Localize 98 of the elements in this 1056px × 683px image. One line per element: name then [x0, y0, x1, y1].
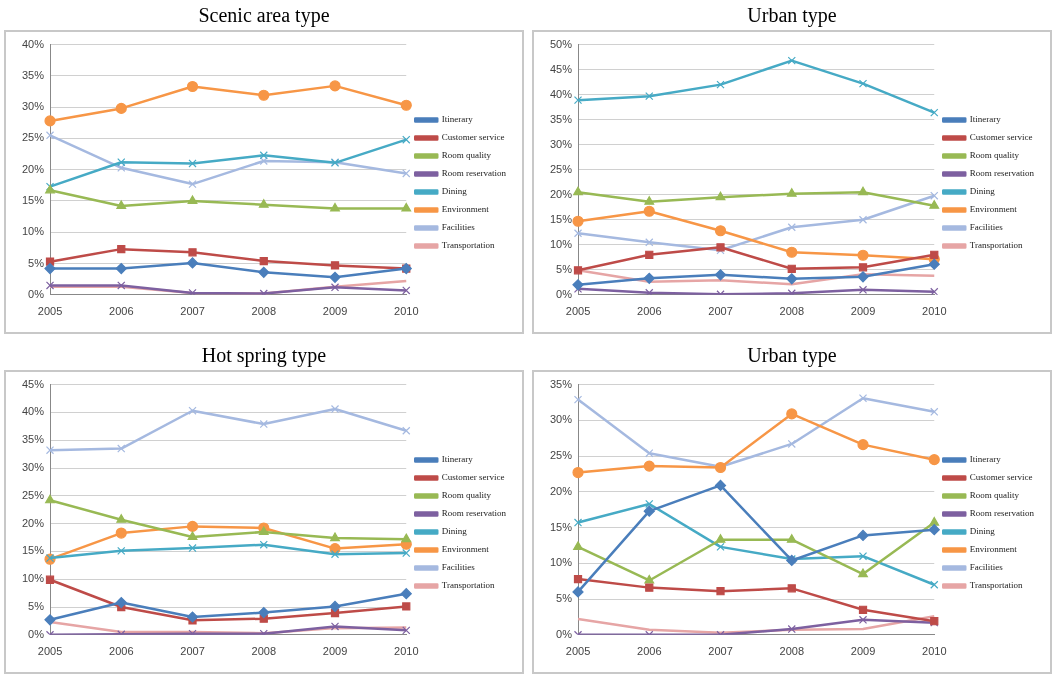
legend-label: Dining — [969, 526, 996, 537]
y-tick-label: 10% — [21, 572, 45, 585]
legend-label: Dining — [441, 186, 468, 197]
x-tick-label: 2008 — [779, 645, 805, 658]
legend-label: Customer service — [969, 132, 1033, 143]
x-tick-label: 2005 — [565, 305, 591, 318]
legend-label: Environment — [441, 204, 490, 215]
legend-label: Room reservation — [969, 168, 1035, 179]
x-tick-label: 2007 — [180, 645, 205, 658]
y-tick-label: 5% — [556, 592, 573, 605]
legend-label: Customer service — [441, 472, 505, 483]
chart-title: Urban type — [746, 343, 838, 369]
legend-label: Environment — [969, 544, 1018, 555]
legend-label: Room quality — [969, 490, 1020, 501]
y-tick-label: 35% — [549, 377, 573, 390]
y-tick-label: 15% — [21, 194, 45, 207]
y-tick-label: 20% — [21, 516, 45, 529]
legend-label: Room quality — [969, 150, 1020, 161]
y-tick-label: 10% — [21, 225, 45, 238]
x-tick-label: 2009 — [850, 305, 876, 318]
y-tick-label: 35% — [549, 112, 573, 125]
x-tick-label: 2009 — [850, 645, 876, 658]
x-tick-label: 2009 — [322, 305, 348, 318]
legend-label: Facilities — [441, 562, 476, 573]
y-tick-label: 5% — [556, 262, 573, 275]
legend-label: Room reservation — [969, 508, 1035, 519]
y-tick-label: 15% — [549, 520, 573, 533]
x-tick-label: 2008 — [779, 305, 805, 318]
y-tick-label: 30% — [21, 461, 45, 474]
legend-label: Dining — [969, 186, 996, 197]
legend-label: Transportation — [969, 580, 1023, 591]
y-tick-label: 5% — [28, 256, 45, 269]
y-tick-label: 45% — [21, 377, 45, 390]
y-tick-label: 15% — [21, 544, 45, 557]
x-tick-label: 2006 — [109, 305, 134, 318]
x-tick-label: 2010 — [394, 305, 419, 318]
y-tick-label: 45% — [549, 62, 573, 75]
x-tick-label: 2007 — [180, 305, 205, 318]
legend-label: Facilities — [969, 222, 1004, 233]
y-tick-label: 30% — [21, 100, 45, 113]
legend-label: Facilities — [441, 222, 476, 233]
legend-label: Dining — [441, 526, 468, 537]
y-tick-label: 25% — [21, 488, 45, 501]
y-tick-label: 50% — [549, 37, 573, 50]
y-tick-label: 25% — [549, 162, 573, 175]
legend-label: Room quality — [441, 150, 492, 161]
y-tick-label: 0% — [556, 627, 573, 640]
x-tick-label: 2005 — [37, 305, 63, 318]
y-tick-label: 35% — [21, 433, 45, 446]
y-tick-label: 40% — [549, 87, 573, 100]
legend-label: Customer service — [441, 132, 505, 143]
x-tick-label: 2009 — [322, 645, 348, 658]
y-tick-label: 0% — [556, 287, 573, 300]
x-tick-label: 2005 — [565, 645, 591, 658]
legend-label: Room quality — [441, 490, 492, 501]
x-tick-label: 2010 — [922, 645, 947, 658]
legend-label: Room reservation — [441, 168, 507, 179]
y-tick-label: 30% — [549, 413, 573, 426]
x-tick-label: 2010 — [394, 645, 419, 658]
y-tick-label: 30% — [549, 137, 573, 150]
legend-label: Customer service — [969, 472, 1033, 483]
y-tick-label: 20% — [549, 187, 573, 200]
legend-label: Environment — [969, 204, 1018, 215]
y-tick-label: 20% — [21, 162, 45, 175]
y-tick-label: 10% — [549, 556, 573, 569]
x-tick-label: 2007 — [708, 645, 733, 658]
legend-label: Transportation — [441, 580, 495, 591]
y-tick-label: 25% — [549, 449, 573, 462]
legend-label: Transportation — [441, 240, 495, 251]
x-tick-label: 2006 — [637, 645, 662, 658]
y-tick-label: 5% — [28, 600, 45, 613]
y-tick-label: 25% — [21, 131, 45, 144]
chart-title: Hot spring type — [200, 343, 328, 369]
x-tick-label: 2008 — [251, 305, 277, 318]
y-tick-label: 15% — [549, 212, 573, 225]
x-tick-label: 2006 — [637, 305, 662, 318]
legend-label: Itinerary — [441, 114, 474, 125]
legend-label: Environment — [441, 544, 490, 555]
legend-label: Itinerary — [441, 454, 474, 465]
x-tick-label: 2008 — [251, 645, 277, 658]
x-tick-label: 2007 — [708, 305, 733, 318]
y-tick-label: 35% — [21, 68, 45, 81]
legend-label: Itinerary — [969, 114, 1002, 125]
chart-title: Urban type — [746, 3, 838, 29]
y-tick-label: 0% — [28, 627, 45, 640]
x-tick-label: 2010 — [922, 305, 947, 318]
y-tick-label: 10% — [549, 237, 573, 250]
x-tick-label: 2006 — [109, 645, 134, 658]
legend-label: Transportation — [969, 240, 1023, 251]
y-tick-label: 0% — [28, 287, 45, 300]
legend-label: Room reservation — [441, 508, 507, 519]
x-tick-label: 2005 — [37, 645, 63, 658]
y-tick-label: 40% — [21, 405, 45, 418]
chart-title: Scenic area type — [197, 3, 331, 29]
legend-label: Facilities — [969, 562, 1004, 573]
legend-label: Itinerary — [969, 454, 1002, 465]
y-tick-label: 40% — [21, 37, 45, 50]
y-tick-label: 20% — [549, 484, 573, 497]
